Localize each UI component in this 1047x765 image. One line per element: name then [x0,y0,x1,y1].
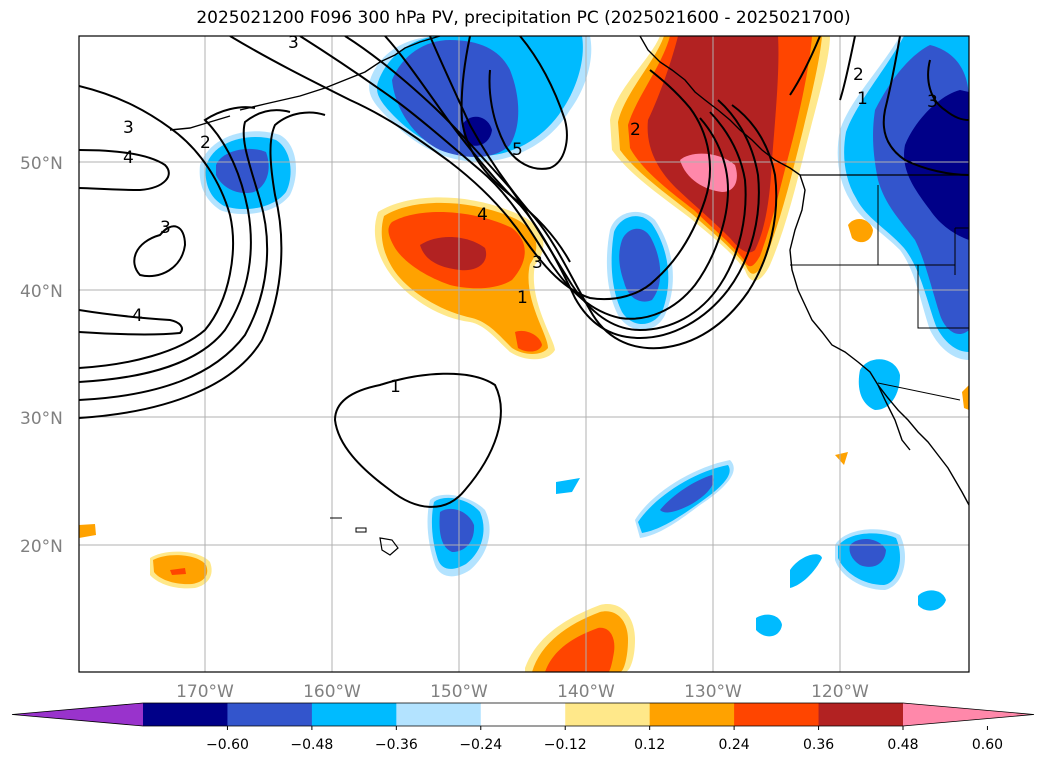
contour-label: 1 [390,377,401,397]
contour-label: 3 [123,118,134,138]
map-area: 3 4 2 3 4 3 5 4 3 1 2 2 1 3 1 [79,33,969,672]
contour-label: 1 [517,288,528,308]
colorbar-tick-label: 0.48 [887,737,918,753]
contour-label: 4 [477,205,488,225]
contour-label: 4 [132,306,143,326]
lat-label-30n: 30°N [20,409,63,429]
contour-label: 4 [123,148,134,168]
contour-label: 2 [200,133,211,153]
contour-label: 5 [512,140,523,160]
lat-label-20n: 20°N [20,537,63,557]
lon-label-120w: 120°W [811,682,869,702]
lon-label-150w: 150°W [430,682,488,702]
lon-label-170w: 170°W [176,682,234,702]
colorbar-tick-label: −0.60 [206,737,249,753]
colorbar-tick-label: 0.60 [972,737,1003,753]
lat-label-50n: 50°N [20,154,63,174]
colorbar-extend-high [903,703,1034,726]
colorbar-segment [227,703,313,726]
colorbar: −0.60 −0.48 −0.36 −0.24 −0.12 0.12 0.24 0.36 0.4… [11,702,1035,753]
contour-label: 3 [927,92,938,112]
contour-label: 2 [853,65,864,85]
colorbar-tick-label: −0.36 [375,737,418,753]
colorbar-tick-label: −0.24 [459,737,502,753]
map-frame [78,35,970,673]
lat-label-40n: 40°N [20,282,63,302]
colorbar-tick-label: 0.36 [803,737,834,753]
contour-label: 3 [160,218,171,238]
contour-label: 3 [288,33,299,53]
contour-label: 3 [532,253,543,273]
colorbar-extend-low [12,703,143,726]
contour-label: 2 [630,120,641,140]
colorbar-tick-label: −0.12 [544,737,587,753]
colorbar-segment [818,703,904,726]
map-title: 2025021200 F096 300 hPa PV, precipitatio… [196,8,851,28]
colorbar-segment [143,703,228,726]
colorbar-tick-label: −0.48 [290,737,333,753]
contour-label: 1 [857,89,868,109]
colorbar-segment [734,703,820,726]
colorbar-segment [565,703,651,726]
contour-labels: 3 4 2 3 4 3 5 4 3 1 2 2 1 3 1 [123,33,938,397]
colorbar-segment [649,703,735,726]
colorbar-segment [480,703,566,726]
precip-cool-areas [199,36,969,637]
lon-label-160w: 160°W [303,682,361,702]
longitude-labels: 170°W 160°W 150°W 140°W 130°W 120°W [176,682,869,702]
gridlines [79,36,969,672]
colorbar-segment [396,703,482,726]
colorbar-tick-label: 0.12 [634,737,665,753]
lon-label-130w: 130°W [684,682,742,702]
latitude-labels: 50°N 40°N 30°N 20°N [20,154,63,557]
lon-label-140w: 140°W [557,682,615,702]
pv-contours [79,36,969,508]
colorbar-tick-label: 0.24 [719,737,750,753]
colorbar-segment [311,703,397,726]
